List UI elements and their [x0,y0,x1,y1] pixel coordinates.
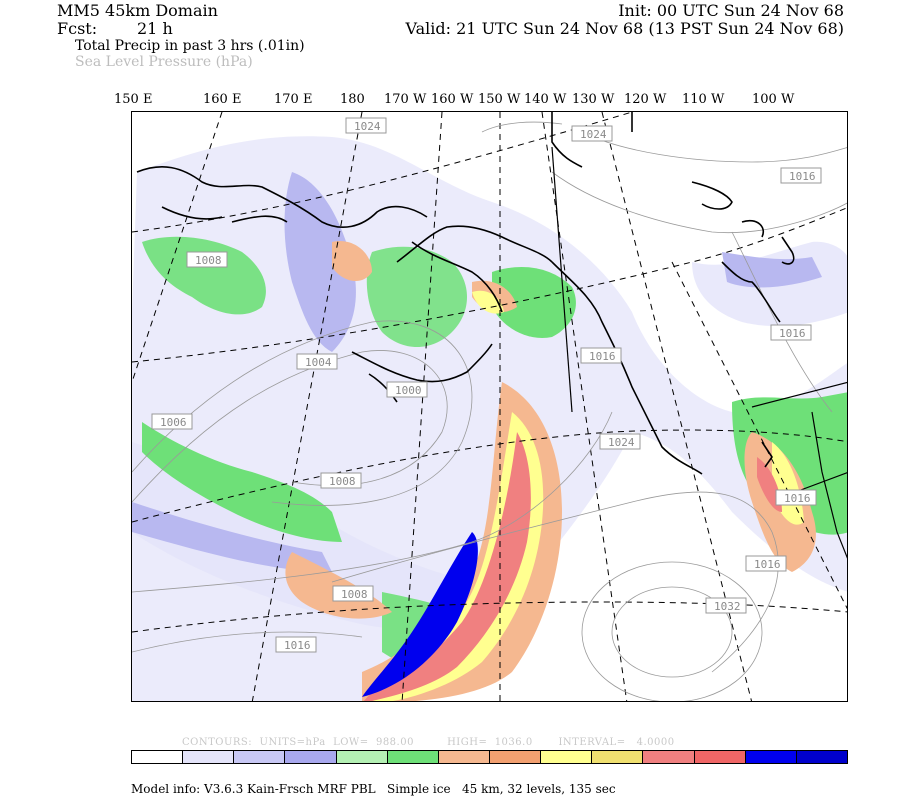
map-svg: 1024 1024 1016 1016 1016 1008 1004 1000 … [132,112,847,701]
isobar-label: 1008 [186,251,228,268]
model-info-footer: Model info: V3.6.3 Kain-Frsch MRF PBL Si… [131,782,616,796]
colorbar-swatch [438,751,490,763]
colorbar-swatch [285,751,337,763]
isobar-label: 1004 [296,353,338,370]
isobar-label: 1024 [599,433,641,450]
lon-label-160w: 160 W [431,92,474,107]
isobar-label-text: 1016 [284,639,311,652]
isobar-label-text: 1016 [784,492,811,505]
interval-label: INTERVAL= [558,737,626,748]
init-time: Init: 00 UTC Sun 24 Nov 68 [618,1,844,20]
isobar-label: 1016 [745,555,787,572]
isobar-label-text: 1008 [195,254,222,267]
contour-info: CONTOURS: UNITS=hPa LOW= 988.00 HIGH= 10… [182,737,675,748]
colorbar-swatch [387,751,439,763]
isobar-label-text: 1024 [580,128,607,141]
model-domain-title: MM5 45km Domain [57,1,218,20]
isobar-label-text: 1016 [589,350,616,363]
isobar-label-text: 1024 [608,436,635,449]
high-label: HIGH= [447,737,488,748]
isobar-label: 1008 [320,472,362,489]
colorbar-swatch [234,751,286,763]
forecast-hour: 21 h [137,19,173,38]
lon-label-120w: 120 W [624,92,667,107]
pressure-field-label: Sea Level Pressure (hPa) [75,54,253,70]
colorbar-swatch [694,751,746,763]
contours-label: CONTOURS: [182,737,253,748]
colorbar-swatch [745,751,797,763]
lon-label-180: 180 [340,92,365,107]
valid-time: Valid: 21 UTC Sun 24 Nov 68 (13 PST Sun … [405,19,844,38]
forecast-map: 1024 1024 1016 1016 1016 1008 1004 1000 … [131,111,848,702]
lon-label-150w: 150 W [478,92,521,107]
isobar-label-text: 1008 [341,588,368,601]
colorbar-swatch [132,751,184,763]
isobar-label-text: 1008 [329,475,356,488]
lon-label-140w: 140 W [524,92,567,107]
lon-label-170w: 170 W [384,92,427,107]
precip-blue-core [362,532,478,697]
isobar-label-text: 1024 [354,120,381,133]
isobar-label: 1024 [345,117,387,134]
colorbar-swatch [796,751,847,763]
low-label: LOW= [333,737,369,748]
low-value: 988.00 [375,737,414,748]
lon-label-110w: 110 W [682,92,725,107]
isobar-label-text: 1000 [395,384,422,397]
isobar-label: 1016 [770,324,812,341]
isobar-label: 1000 [386,381,428,398]
colorbar-swatch [183,751,235,763]
isobar-label: 1032 [705,597,747,614]
lon-label-160e: 160 E [203,92,242,107]
colorbar-swatch [489,751,542,763]
forecast-label: Fcst: [57,19,98,38]
lon-label-170e: 170 E [274,92,313,107]
lon-label-150e: 150 E [114,92,153,107]
coastlines [136,112,795,475]
isobars [132,121,847,701]
isobar-label-text: 1004 [305,356,332,369]
isobar-label: 1024 [571,125,613,142]
precip-field-label: Total Precip in past 3 hrs (.01in) [75,38,305,54]
colorbar-swatch [541,751,593,763]
isobar-label-text: 1016 [754,558,781,571]
isobar-label-text: 1016 [789,170,816,183]
lon-label-100w: 100 W [752,92,795,107]
precip-purple-areas [132,172,822,572]
isobar-label: 1008 [332,585,374,602]
interval-value: 4.0000 [636,737,675,748]
lon-label-130w: 130 W [572,92,615,107]
isobar-labels: 1024 1024 1016 1016 1016 1008 1004 1000 … [151,117,822,653]
colorbar-swatch [643,751,695,763]
isobar-label: 1016 [775,489,817,506]
precip-colorbar [131,750,848,764]
isobar-label: 1016 [580,347,622,364]
isobar-label: 1016 [780,167,822,184]
high-value: 1036.0 [494,737,533,748]
isobar-label-text: 1032 [714,600,741,613]
isobar-label: 1016 [275,636,317,653]
isobar-label: 1006 [151,413,193,430]
isobar-label-text: 1006 [160,416,187,429]
colorbar-swatch [336,751,388,763]
isobar-label-text: 1016 [779,327,806,340]
units-label: UNITS=hPa [259,737,326,748]
colorbar-swatch [592,751,644,763]
